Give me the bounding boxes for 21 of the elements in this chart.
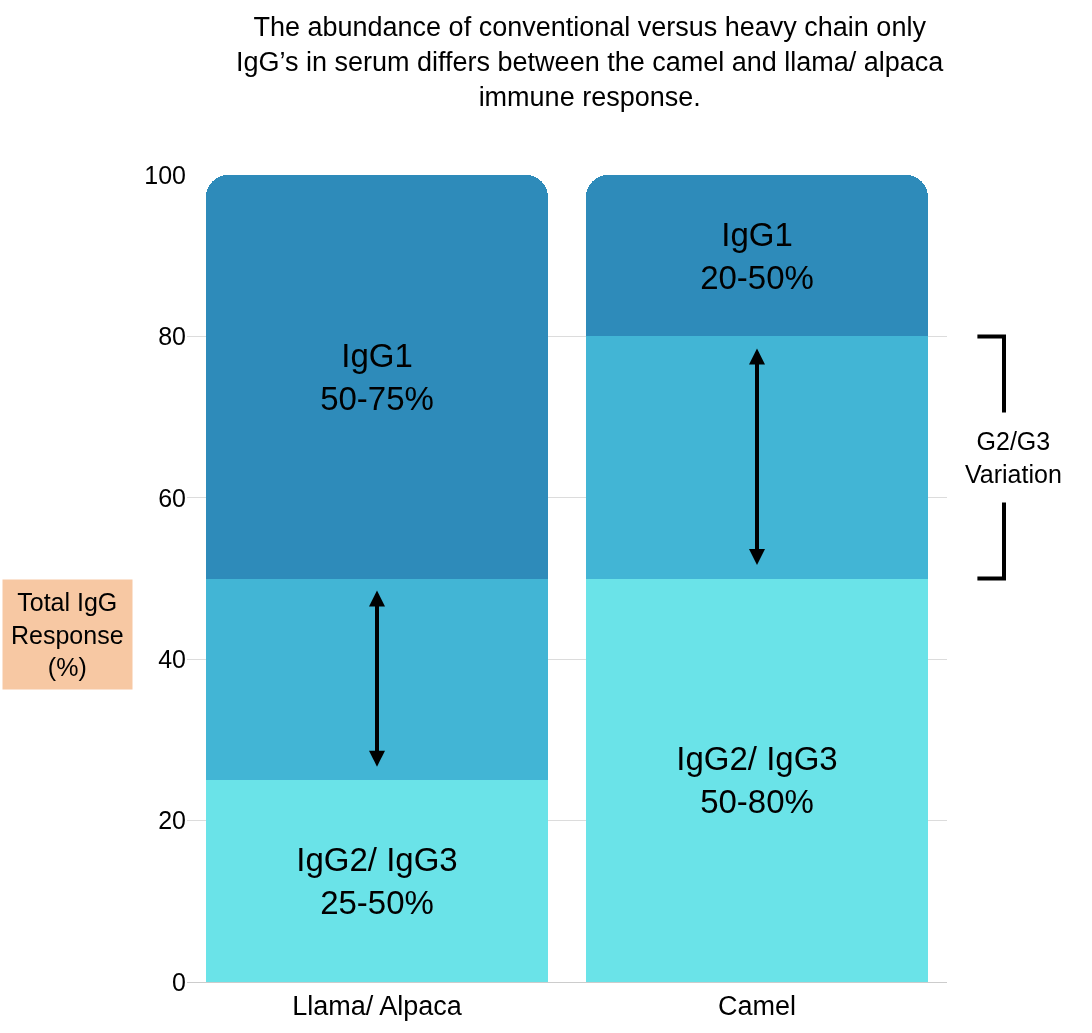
y-tick-label: 20 xyxy=(158,806,186,835)
bar xyxy=(206,578,548,781)
bar xyxy=(586,578,928,982)
data-label: IgG1 50-75% xyxy=(320,336,434,417)
x-tick-label: Camel xyxy=(717,991,797,1022)
y-axis-title: Total IgG Response (%) xyxy=(11,588,124,681)
x-tick-label: Llama/ Alpaca xyxy=(292,991,463,1022)
data-label: IgG2/ IgG3 50-80% xyxy=(676,740,838,821)
y-tick-label: 100 xyxy=(144,160,186,189)
bar xyxy=(586,175,928,337)
bar xyxy=(586,336,928,579)
text: G2/G3 Variation xyxy=(965,427,1062,488)
y-tick-label: 40 xyxy=(158,644,186,673)
y-tick-label: 60 xyxy=(158,483,186,512)
data-label: IgG2/ IgG3 25-50% xyxy=(296,841,458,922)
y-tick-label: 80 xyxy=(158,322,186,351)
y-tick-label: 0 xyxy=(172,967,186,996)
bar xyxy=(206,175,548,579)
chart-title: The abundance of conventional versus heavy chain only IgG’s in serum differs between the camel and llama/ alpaca immune response. xyxy=(235,12,945,113)
bar xyxy=(206,780,548,982)
data-label: IgG1 20-50% xyxy=(700,215,814,296)
